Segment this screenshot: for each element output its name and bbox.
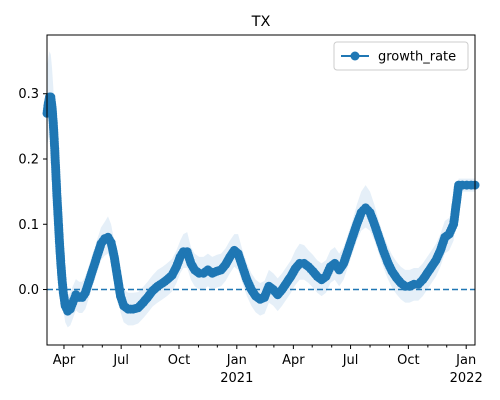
plot-frame (46, 34, 476, 346)
x-tick-label: Apr (53, 353, 76, 368)
series-markers (42, 92, 480, 316)
y-axis: 0.0 0.1 0.2 0.3 (18, 87, 47, 298)
x-tick-label: Apr (282, 353, 305, 368)
chart-title: TX (251, 14, 271, 30)
y-tick-label: 0.3 (18, 87, 39, 102)
y-tick-label: 0.1 (18, 218, 39, 233)
x-tick-year-label: 2022 (450, 371, 483, 386)
y-tick-label: 0.0 (18, 283, 39, 298)
x-tick-year-label: 2021 (220, 371, 253, 386)
legend-marker-icon (350, 51, 360, 61)
legend-label: growth_rate (378, 50, 456, 65)
x-tick-label: Jan (226, 353, 247, 368)
y-tick-label: 0.2 (18, 153, 39, 168)
x-tick-label: Jul (342, 353, 359, 368)
legend-box (333, 41, 469, 71)
x-tick-label: Oct (168, 353, 190, 368)
x-tick-label: Jan (455, 353, 476, 368)
legend: growth_rate (333, 41, 469, 71)
x-axis: Apr Jul Oct Jan 2021 Apr Jul Oct Jan 2022 (53, 345, 483, 386)
x-tick-label: Jul (112, 353, 129, 368)
x-tick-label: Oct (397, 353, 419, 368)
